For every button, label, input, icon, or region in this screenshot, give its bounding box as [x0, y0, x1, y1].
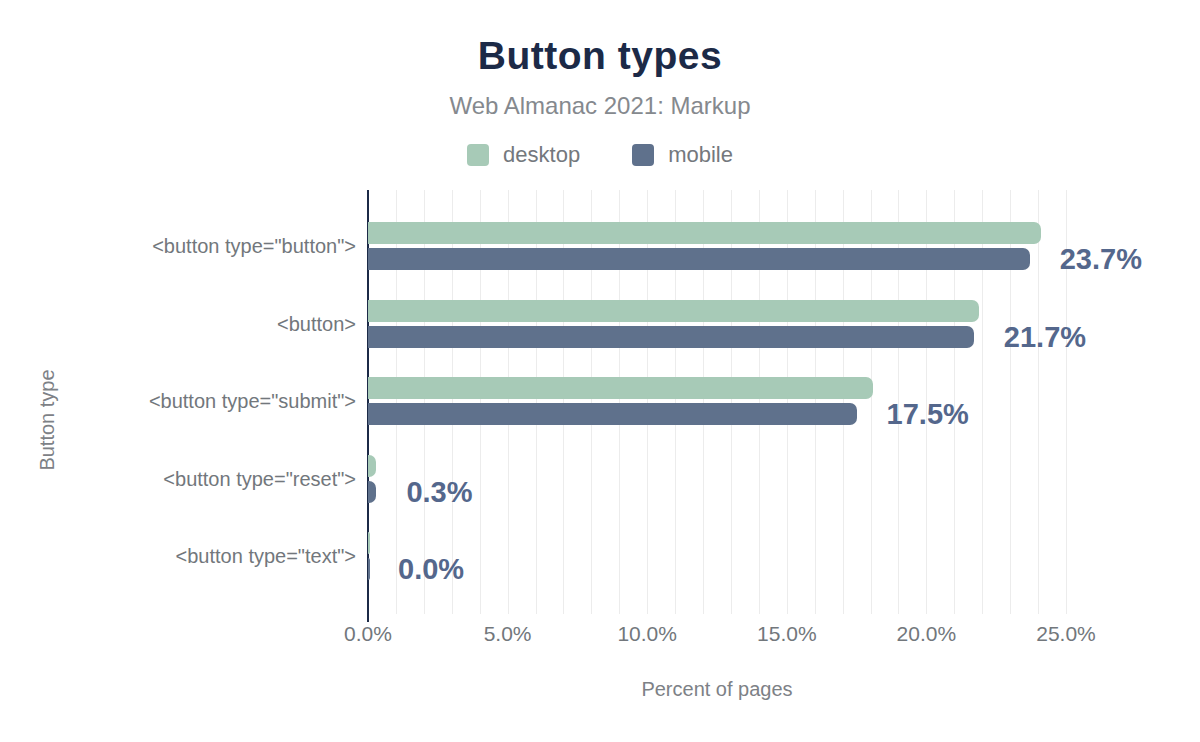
x-axis-title: Percent of pages [367, 678, 1067, 701]
bar-desktop [368, 300, 979, 322]
legend-label: desktop [503, 142, 580, 168]
bar-mobile [368, 326, 974, 348]
x-tick-label: 5.0% [484, 622, 532, 646]
legend-item-desktop[interactable]: desktop [467, 142, 580, 168]
bar-chart-figure: Button types Web Almanac 2021: Markup de… [0, 0, 1200, 742]
x-tick-label: 0.0% [344, 622, 392, 646]
bar-desktop [368, 222, 1041, 244]
legend-item-mobile[interactable]: mobile [632, 142, 733, 168]
legend-swatch-icon [632, 144, 654, 166]
bar-desktop [368, 532, 370, 554]
bar-mobile [368, 248, 1030, 270]
category-label: <button type="reset"> [16, 467, 356, 490]
data-label: 0.3% [406, 475, 472, 508]
category-label: <button type="submit"> [16, 390, 356, 413]
chart-title: Button types [0, 34, 1200, 78]
x-tick-label: 15.0% [757, 622, 817, 646]
legend-label: mobile [668, 142, 733, 168]
bar-mobile [368, 403, 857, 425]
chart-subtitle: Web Almanac 2021: Markup [0, 92, 1200, 120]
data-label: 23.7% [1060, 243, 1142, 276]
chart-legend: desktop mobile [0, 142, 1200, 168]
category-label: <button type="text"> [16, 545, 356, 568]
x-tick-label: 10.0% [617, 622, 677, 646]
bar-desktop [368, 455, 376, 477]
bar-desktop [368, 377, 873, 399]
data-label: 21.7% [1004, 320, 1086, 353]
x-tick-label: 20.0% [897, 622, 957, 646]
bar-mobile [368, 481, 376, 503]
category-label: <button> [16, 312, 356, 335]
y-axis-title: Button type [36, 369, 59, 470]
category-label: <button type="button"> [16, 235, 356, 258]
data-label: 17.5% [887, 398, 969, 431]
data-label: 0.0% [398, 553, 464, 586]
bar-mobile [368, 558, 370, 580]
x-tick-label: 25.0% [1036, 622, 1096, 646]
legend-swatch-icon [467, 144, 489, 166]
gridline [1038, 190, 1039, 614]
plot-area: 23.7% 21.7% 17.5% 0.3% 0.0% [368, 190, 1150, 616]
